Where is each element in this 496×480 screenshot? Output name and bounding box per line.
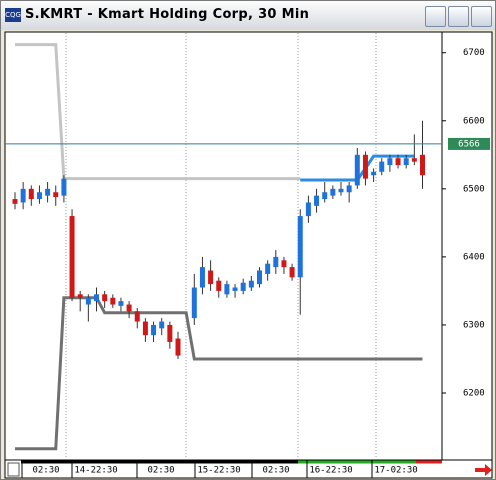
candle-body <box>102 294 108 302</box>
candle-body <box>191 287 197 319</box>
stop-line <box>15 296 423 451</box>
y-tick-label: 6200 <box>463 388 485 398</box>
chart: 6200 6300 6400 6500 6600 6700 02:30 14-22:30 02:… <box>4 31 493 479</box>
candle-body <box>216 280 222 291</box>
candle-body <box>126 304 132 312</box>
x-tick-label: 14-22:30 <box>74 466 117 476</box>
candle-body <box>330 188 336 196</box>
candle-body <box>354 154 360 186</box>
x-tick-label: 02:30 <box>147 466 174 476</box>
candle-body <box>289 267 295 278</box>
close-button[interactable] <box>471 6 492 27</box>
candle-body <box>362 154 368 179</box>
candle-body <box>159 321 165 329</box>
candle-body <box>45 188 51 196</box>
candle-body <box>134 311 140 322</box>
window-title: S.KMRT - Kmart Holding Corp, 30 Min <box>25 7 310 22</box>
candle-body <box>387 158 393 166</box>
candle-body <box>208 270 214 285</box>
candle-body <box>69 216 75 298</box>
candle-body <box>28 188 34 200</box>
candle-body <box>20 188 26 203</box>
candle-body <box>110 297 116 305</box>
y-tick-label: 6300 <box>463 320 485 330</box>
x-tick-label: 02:30 <box>262 466 289 476</box>
candle-body <box>403 158 409 166</box>
title-bar: CQG S.KMRT - Kmart Holding Corp, 30 Min <box>1 1 495 30</box>
candle-body <box>265 263 271 274</box>
candle-body <box>175 338 181 356</box>
y-tick-label: 6700 <box>463 48 485 58</box>
candle-body <box>346 185 352 193</box>
candle-body <box>77 294 83 298</box>
candle-body <box>61 178 67 196</box>
candle-body <box>411 158 417 162</box>
candle-body <box>338 188 344 193</box>
candle-body <box>142 321 148 336</box>
candle-body <box>314 195 320 206</box>
candle-body <box>248 280 254 288</box>
candle-body <box>94 294 99 302</box>
x-tick-label: 15-22:30 <box>197 466 240 476</box>
app-icon: CQG <box>5 8 21 22</box>
scroll-arrow[interactable] <box>475 464 492 476</box>
candle-body <box>322 192 328 200</box>
y-tick-label: 6400 <box>463 252 485 262</box>
candle-body <box>36 192 42 200</box>
candle-body <box>167 324 173 342</box>
candle-body <box>371 171 377 176</box>
candle-body <box>232 287 238 291</box>
x-tick-label: 17-02:30 <box>374 466 417 476</box>
candle-body <box>224 284 230 295</box>
candle-body <box>118 301 124 306</box>
candle-body <box>257 270 262 285</box>
candle-body <box>395 158 401 166</box>
candle-body <box>297 216 303 278</box>
candle-body <box>85 297 91 305</box>
x-tick-label: 16-22:30 <box>309 466 352 476</box>
x-axis-panel <box>4 459 493 479</box>
last-price-label: 6566 <box>458 139 480 149</box>
candle-body <box>151 324 157 336</box>
x-tick-label: 02:30 <box>32 466 59 476</box>
candle-body <box>199 267 205 288</box>
stop-line <box>15 43 301 181</box>
candle-body <box>240 282 246 291</box>
y-tick-label: 6500 <box>463 184 485 194</box>
candle-body <box>273 256 279 268</box>
checkbox[interactable] <box>7 462 20 477</box>
y-tick-label: 6600 <box>463 116 485 126</box>
candle-body <box>53 192 59 198</box>
y-axis-panel <box>441 31 493 461</box>
minimize-button[interactable] <box>425 6 446 27</box>
last-price-box <box>448 137 490 150</box>
candle-body <box>281 260 287 268</box>
candle-body <box>379 161 385 172</box>
maximize-button[interactable] <box>448 6 469 27</box>
plot-area <box>4 31 443 461</box>
candle-body <box>420 154 425 176</box>
candle-body <box>305 202 311 217</box>
candle-body <box>12 199 18 204</box>
